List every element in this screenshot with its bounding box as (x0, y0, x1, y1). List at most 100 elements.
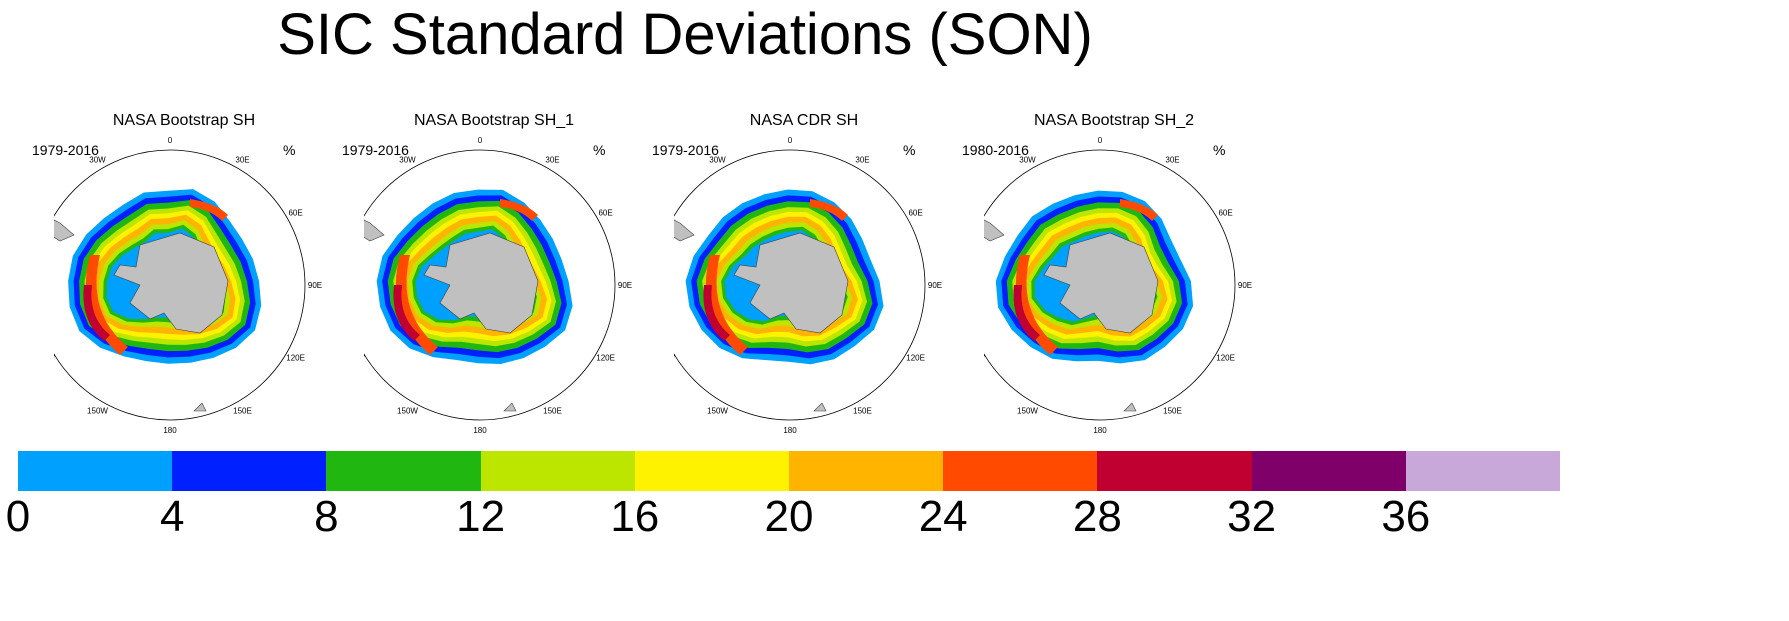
panel-unit: % (283, 142, 296, 158)
longitude-label: 0 (478, 136, 483, 145)
longitude-label: 60E (598, 209, 612, 218)
panel-title: NASA Bootstrap SH (112, 112, 256, 129)
colorbar-tick-label: 0 (5, 492, 31, 541)
sic-maximum (703, 285, 730, 341)
longitude-label: 30E (235, 155, 249, 164)
longitude-label: 150W (1017, 407, 1038, 416)
longitude-label: 60E (288, 209, 302, 218)
figure-title: SIC Standard Deviations (SON) (277, 2, 1093, 67)
antarctica-landmass (733, 232, 849, 334)
sic-maximum (85, 255, 128, 355)
longitude-label: 120W (674, 354, 675, 363)
south-america-landmass (674, 219, 695, 242)
longitude-label: 60E (908, 209, 922, 218)
south-america-landmass (984, 219, 1005, 242)
panel-unit: % (1213, 142, 1226, 158)
sic-maximum (1015, 255, 1058, 355)
longitude-label: 150E (853, 407, 872, 416)
map-panel: NASA Bootstrap SH 1979-2016% 0 30E 60E 90E 120… (32, 108, 354, 435)
longitude-label: 180 (473, 426, 487, 435)
sic-maximum (1120, 199, 1158, 221)
longitude-label: 30W (1019, 155, 1036, 164)
longitude-label: 120E (286, 354, 305, 363)
colorbar-tick-label: 36 (1381, 492, 1431, 541)
colorbar (18, 451, 1561, 491)
colorbar-segment (1405, 451, 1561, 491)
colorbar-tick-label: 12 (456, 492, 506, 541)
longitude-label: 120W (364, 354, 365, 363)
longitude-label: 120E (906, 354, 925, 363)
map-panel: NASA Bootstrap SH_2 1980-2016% 0 30E 60E 90E 1… (962, 108, 1284, 435)
longitude-label: 90E (308, 281, 322, 290)
longitude-label: 150W (87, 407, 108, 416)
longitude-label: 30W (399, 155, 416, 164)
polar-map: 030E60E90E120E150E180150W120W90W60W30W (54, 136, 322, 435)
new-zealand-landmass (1123, 402, 1137, 412)
colorbar-tick-label: 20 (764, 492, 814, 541)
longitude-label: 120E (1216, 354, 1235, 363)
longitude-label: 120E (596, 354, 615, 363)
south-america-landmass (54, 219, 75, 242)
longitude-label: 30E (855, 155, 869, 164)
longitude-label: 180 (1093, 426, 1107, 435)
longitude-label: 90E (1238, 281, 1252, 290)
longitude-label: 60E (1218, 209, 1232, 218)
longitude-label: 120W (54, 354, 55, 363)
longitude-label: 30E (1165, 155, 1179, 164)
panel-title: NASA Bootstrap SH_1 (413, 112, 575, 129)
colorbar-tick-label: 8 (314, 492, 339, 541)
panel-title: NASA Bootstrap SH_2 (1033, 112, 1195, 129)
longitude-label: 150E (543, 407, 562, 416)
sic-maximum (395, 255, 438, 355)
longitude-label: 0 (1098, 136, 1103, 145)
polar-map: 030E60E90E120E150E180150W120W90W60W30W (674, 136, 942, 435)
sic-maximum (810, 199, 848, 221)
longitude-label: 150E (233, 407, 252, 416)
panel-years: 1979-2016 (652, 142, 719, 158)
colorbar-segment (943, 451, 1098, 491)
colorbar-tick-label: 24 (918, 492, 968, 541)
colorbar-tick-label: 4 (159, 492, 185, 541)
longitude-label: 30E (545, 155, 559, 164)
panel-years: 1980-2016 (962, 142, 1029, 158)
sic-maximum (190, 199, 228, 221)
sic-maximum (1013, 285, 1040, 341)
longitude-label: 30W (89, 155, 106, 164)
colorbar-segment (634, 451, 790, 491)
panel-years: 1979-2016 (342, 142, 409, 158)
longitude-label: 180 (163, 426, 177, 435)
colorbar-segment (1251, 451, 1406, 491)
panel-unit: % (903, 142, 916, 158)
new-zealand-landmass (193, 402, 207, 412)
antarctica-landmass (1043, 232, 1159, 334)
colorbar-segment (789, 451, 944, 491)
sic-maximum (393, 285, 420, 341)
colorbar-tick-label: 16 (610, 492, 660, 541)
longitude-label: 150W (397, 407, 418, 416)
longitude-label: 0 (168, 136, 173, 145)
colorbar-tick-label: 28 (1072, 492, 1122, 541)
antarctica-landmass (113, 232, 229, 334)
polar-map: 030E60E90E120E150E180150W120W90W60W30W (984, 136, 1252, 435)
longitude-label: 150E (1163, 407, 1182, 416)
longitude-label: 150W (707, 407, 728, 416)
sic-maximum (83, 285, 110, 341)
new-zealand-landmass (813, 402, 827, 412)
sic-maximum (500, 199, 538, 221)
longitude-label: 90E (618, 281, 632, 290)
panel-title: NASA CDR SH (749, 112, 859, 129)
colorbar-segment (172, 451, 327, 491)
map-panel: NASA CDR SH 1979-2016% 0 30E 60E 90E 120E 150E 1… (652, 108, 974, 435)
longitude-label: 90E (928, 281, 942, 290)
longitude-label: 30W (709, 155, 726, 164)
colorbar-segment (326, 451, 481, 491)
colorbar-tick-label: 32 (1227, 492, 1277, 541)
sic-maximum (705, 255, 748, 355)
panel-years: 1979-2016 (32, 142, 99, 158)
map-panel: NASA Bootstrap SH_1 1979-2016% 0 30E 60E 90E 1… (342, 108, 664, 435)
antarctica-landmass (423, 232, 539, 334)
longitude-label: 120W (984, 354, 985, 363)
longitude-label: 0 (788, 136, 793, 145)
colorbar-segment (1097, 451, 1252, 491)
colorbar-segment (18, 451, 173, 491)
